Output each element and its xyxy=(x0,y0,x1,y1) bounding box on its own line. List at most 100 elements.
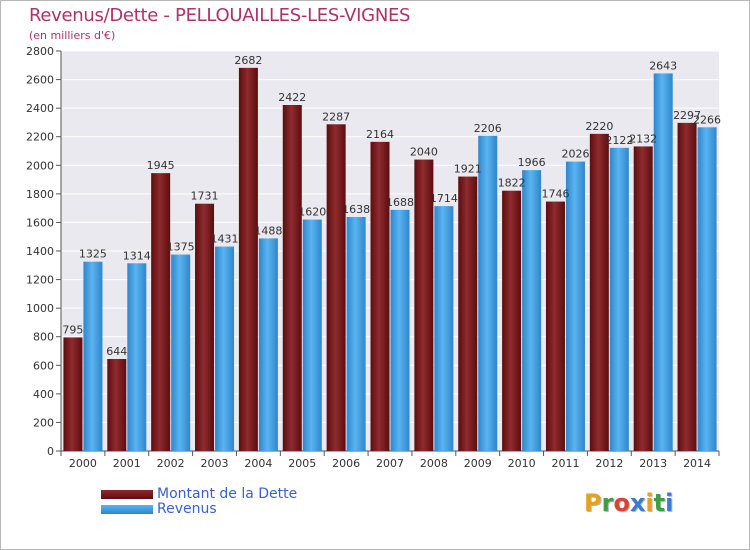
x-tick-label: 2003 xyxy=(201,457,229,470)
data-label-revenue: 1375 xyxy=(167,241,195,254)
bar-debt xyxy=(238,67,258,451)
data-label-revenue: 2206 xyxy=(474,122,502,135)
y-tick-label: 400 xyxy=(33,388,54,401)
y-tick-label: 800 xyxy=(33,331,54,344)
data-label-revenue: 1966 xyxy=(518,156,546,169)
y-tick-label: 0 xyxy=(47,445,54,458)
data-label-debt: 2297 xyxy=(673,109,701,122)
bar-revenue xyxy=(522,170,542,451)
data-label-debt: 1746 xyxy=(541,188,569,201)
bar-revenue xyxy=(434,206,454,451)
bar-debt xyxy=(151,173,171,451)
bar-debt xyxy=(677,122,697,451)
y-tick-label: 200 xyxy=(33,416,54,429)
x-tick-label: 2013 xyxy=(639,457,667,470)
logo-letter: t xyxy=(653,489,666,517)
data-label-revenue: 2643 xyxy=(649,59,677,72)
logo-letter: o xyxy=(613,489,630,517)
bar-revenue xyxy=(83,261,103,451)
y-tick-label: 1000 xyxy=(26,302,54,315)
bar-revenue xyxy=(609,147,629,451)
data-label-debt: 1731 xyxy=(191,190,219,203)
x-tick-label: 2009 xyxy=(464,457,492,470)
x-tick-label: 2005 xyxy=(288,457,316,470)
y-tick-label: 2000 xyxy=(26,159,54,172)
bar-debt xyxy=(195,203,215,451)
x-tick-label: 2002 xyxy=(157,457,185,470)
bar-revenue xyxy=(127,263,147,451)
data-label-debt: 2682 xyxy=(234,54,262,67)
bar-revenue xyxy=(478,135,498,451)
bar-revenue xyxy=(171,254,191,451)
bar-debt xyxy=(633,146,653,451)
y-tick-label: 1600 xyxy=(26,216,54,229)
data-label-revenue: 1714 xyxy=(430,192,458,205)
data-label-revenue: 1325 xyxy=(79,248,107,261)
x-tick-label: 2000 xyxy=(69,457,97,470)
legend-swatch-debt xyxy=(101,490,153,499)
bar-revenue xyxy=(302,219,322,451)
y-tick-label: 2200 xyxy=(26,131,54,144)
y-tick-label: 2800 xyxy=(26,45,54,58)
y-tick-label: 2600 xyxy=(26,74,54,87)
data-label-debt: 1822 xyxy=(498,177,526,190)
bar-revenue xyxy=(697,127,717,452)
bar-debt xyxy=(107,359,127,451)
x-tick-label: 2012 xyxy=(595,457,623,470)
y-tick-label: 600 xyxy=(33,359,54,372)
y-tick-label: 1800 xyxy=(26,188,54,201)
data-label-debt: 2132 xyxy=(629,132,657,145)
logo-letter: x xyxy=(629,489,646,517)
bar-revenue xyxy=(215,246,235,451)
bar-debt xyxy=(370,141,390,451)
bar-debt xyxy=(545,201,565,451)
legend-swatch-revenue xyxy=(101,505,153,514)
data-label-debt: 1945 xyxy=(147,159,175,172)
bar-debt xyxy=(502,190,522,451)
x-tick-label: 2008 xyxy=(420,457,448,470)
bar-debt xyxy=(589,133,609,451)
x-tick-label: 2001 xyxy=(113,457,141,470)
bar-revenue xyxy=(346,217,366,451)
bar-debt xyxy=(326,124,346,452)
logo-letter: i xyxy=(665,489,674,517)
bar-revenue xyxy=(565,161,585,452)
data-label-revenue: 1314 xyxy=(123,249,151,262)
data-label-revenue: 1638 xyxy=(342,203,370,216)
data-label-debt: 644 xyxy=(106,345,127,358)
y-tick-label: 1200 xyxy=(26,274,54,287)
data-label-debt: 2422 xyxy=(278,91,306,104)
data-label-revenue: 1431 xyxy=(211,233,239,246)
x-tick-label: 2010 xyxy=(508,457,536,470)
proxiti-logo: Proxiti xyxy=(584,489,673,517)
chart-title: Revenus/Dette - PELLOUAILLES-LES-VIGNES xyxy=(29,5,411,26)
bar-debt xyxy=(63,337,83,451)
bar-debt xyxy=(282,105,302,451)
bar-revenue xyxy=(653,73,673,451)
data-label-debt: 2164 xyxy=(366,128,394,141)
legend-label-revenue: Revenus xyxy=(157,501,217,517)
logo-letter: i xyxy=(645,489,654,517)
data-label-revenue: 2266 xyxy=(693,113,721,126)
x-tick-label: 2011 xyxy=(551,457,579,470)
bar-revenue xyxy=(258,238,278,451)
data-label-debt: 2220 xyxy=(585,120,613,133)
x-tick-label: 2004 xyxy=(244,457,272,470)
logo-letter: r xyxy=(601,489,614,517)
chart-subtitle: (en milliers d'€) xyxy=(29,29,116,42)
data-label-debt: 795 xyxy=(62,323,83,336)
data-label-debt: 1921 xyxy=(454,163,482,176)
data-label-revenue: 1620 xyxy=(298,206,326,219)
bar-debt xyxy=(414,159,434,452)
data-label-revenue: 2122 xyxy=(605,134,633,147)
y-tick-label: 2400 xyxy=(26,102,54,115)
data-label-debt: 2040 xyxy=(410,146,438,159)
y-tick-label: 1400 xyxy=(26,245,54,258)
data-label-debt: 2287 xyxy=(322,110,350,123)
x-tick-label: 2006 xyxy=(332,457,360,470)
x-tick-label: 2007 xyxy=(376,457,404,470)
data-label-revenue: 1488 xyxy=(254,224,282,237)
logo-letter: P xyxy=(584,489,602,517)
data-label-revenue: 2026 xyxy=(561,148,589,161)
